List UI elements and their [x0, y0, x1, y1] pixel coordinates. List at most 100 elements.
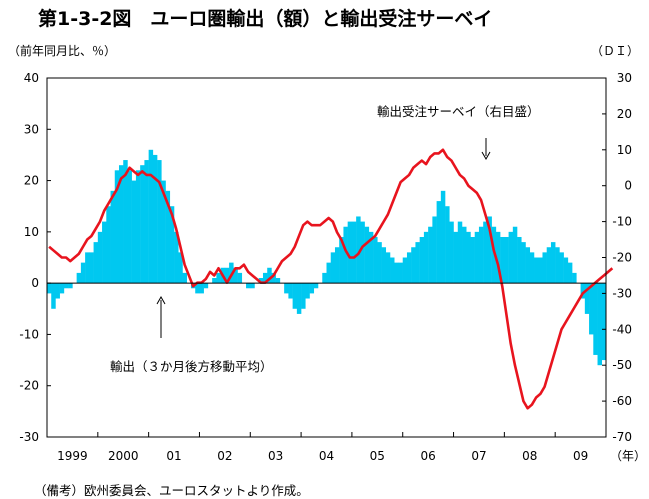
- export-bar: [309, 283, 315, 294]
- export-bar: [110, 190, 115, 284]
- export-bar: [546, 247, 552, 284]
- export-bar: [267, 267, 272, 284]
- export-bar: [178, 252, 183, 284]
- export-bar: [521, 242, 526, 284]
- right-tick-label: -10: [612, 215, 632, 229]
- export-bar: [76, 272, 82, 284]
- export-bar: [495, 231, 501, 284]
- export-bar: [466, 231, 471, 284]
- export-bar: [394, 262, 399, 284]
- export-bar: [118, 165, 124, 284]
- export-bar: [102, 221, 107, 284]
- right-tick-label: -70: [612, 430, 632, 444]
- export-bar: [356, 216, 361, 284]
- export-bar: [174, 231, 179, 284]
- export-bar: [377, 242, 382, 284]
- annotation-exports: 輸出（３か月後方移動平均）: [110, 359, 273, 374]
- order-survey-line: [48, 148, 614, 410]
- export-bar: [339, 236, 344, 284]
- export-bar: [284, 283, 289, 294]
- export-bar: [381, 247, 387, 284]
- left-tick-label: 20: [24, 174, 39, 188]
- left-tick-label: 40: [24, 71, 39, 85]
- x-tick-label: 02: [217, 449, 232, 463]
- export-bar: [487, 216, 492, 284]
- export-bar: [203, 283, 209, 289]
- export-bar: [106, 206, 111, 284]
- export-bar: [224, 267, 230, 284]
- export-bar: [508, 231, 514, 284]
- x-tick-label: 07: [471, 449, 486, 463]
- export-bar: [59, 283, 65, 294]
- export-bar: [195, 283, 200, 294]
- x-tick-label: 03: [268, 449, 283, 463]
- export-bar: [419, 236, 425, 284]
- export-bar: [343, 226, 348, 284]
- tick-labels: 40 30 20 10 0 -10 -20 -30 30 20 10 0 -10 -20 -30 -40 -50…: [19, 71, 646, 463]
- export-bar: [428, 226, 433, 284]
- export-bar: [390, 257, 395, 284]
- export-bar: [161, 180, 166, 284]
- export-bar: [462, 226, 467, 284]
- x-tick-label: 08: [522, 449, 537, 463]
- export-bar: [423, 231, 429, 284]
- export-bar: [301, 283, 306, 309]
- export-bar: [271, 272, 276, 284]
- export-bar: [51, 283, 56, 309]
- right-tick-label: 20: [617, 107, 632, 121]
- export-bar: [415, 242, 420, 284]
- annotation-arrow-head: [156, 295, 166, 305]
- right-tick-label: -30: [612, 286, 632, 300]
- export-bar: [127, 170, 132, 284]
- export-bar: [313, 283, 319, 289]
- export-bar: [542, 252, 547, 284]
- export-bar: [97, 231, 103, 284]
- export-bar: [470, 236, 475, 284]
- export-bar: [504, 236, 509, 284]
- left-tick-label: -30: [19, 430, 39, 444]
- export-bar: [322, 272, 327, 284]
- export-bar: [347, 221, 353, 284]
- export-bar: [144, 160, 149, 284]
- export-bar: [555, 247, 560, 284]
- export-bar: [135, 170, 141, 284]
- export-bar: [288, 283, 293, 299]
- right-axis-unit: （ＤＩ）: [590, 44, 639, 58]
- export-bar: [351, 221, 357, 284]
- export-bar: [550, 242, 556, 284]
- export-bar: [593, 283, 598, 355]
- annotation-arrow-head: [481, 151, 491, 161]
- export-bar: [275, 278, 281, 284]
- export-bar: [572, 272, 577, 284]
- export-bar: [597, 283, 603, 366]
- export-bar: [474, 231, 480, 284]
- export-bar: [432, 216, 437, 284]
- right-tick-label: -40: [612, 322, 632, 336]
- right-tick-label: -60: [612, 394, 632, 408]
- export-bar: [559, 252, 564, 284]
- chart-title: 第1-3-2図 ユーロ圏輸出（額）と輸出受注サーベイ: [38, 8, 493, 30]
- export-bar: [411, 247, 416, 284]
- export-bar: [584, 283, 590, 314]
- left-tick-label: -20: [19, 379, 39, 393]
- export-bar: [567, 262, 573, 284]
- export-bar: [80, 262, 86, 284]
- x-tick-label: 1999: [57, 449, 88, 463]
- export-bar: [373, 236, 378, 284]
- export-bar: [55, 283, 60, 299]
- left-tick-label: 0: [31, 276, 39, 290]
- export-bar: [165, 190, 171, 284]
- export-bar: [182, 272, 187, 284]
- export-bar: [114, 170, 120, 284]
- export-bar: [500, 236, 505, 284]
- export-bar: [131, 180, 137, 284]
- export-bar: [326, 262, 331, 284]
- export-bar: [250, 283, 255, 289]
- export-bar: [212, 278, 217, 284]
- x-tick-label: 05: [370, 449, 385, 463]
- left-tick-label: -10: [19, 327, 39, 341]
- export-bar: [402, 257, 408, 284]
- right-tick-label: 10: [617, 143, 632, 157]
- export-bar: [529, 252, 535, 284]
